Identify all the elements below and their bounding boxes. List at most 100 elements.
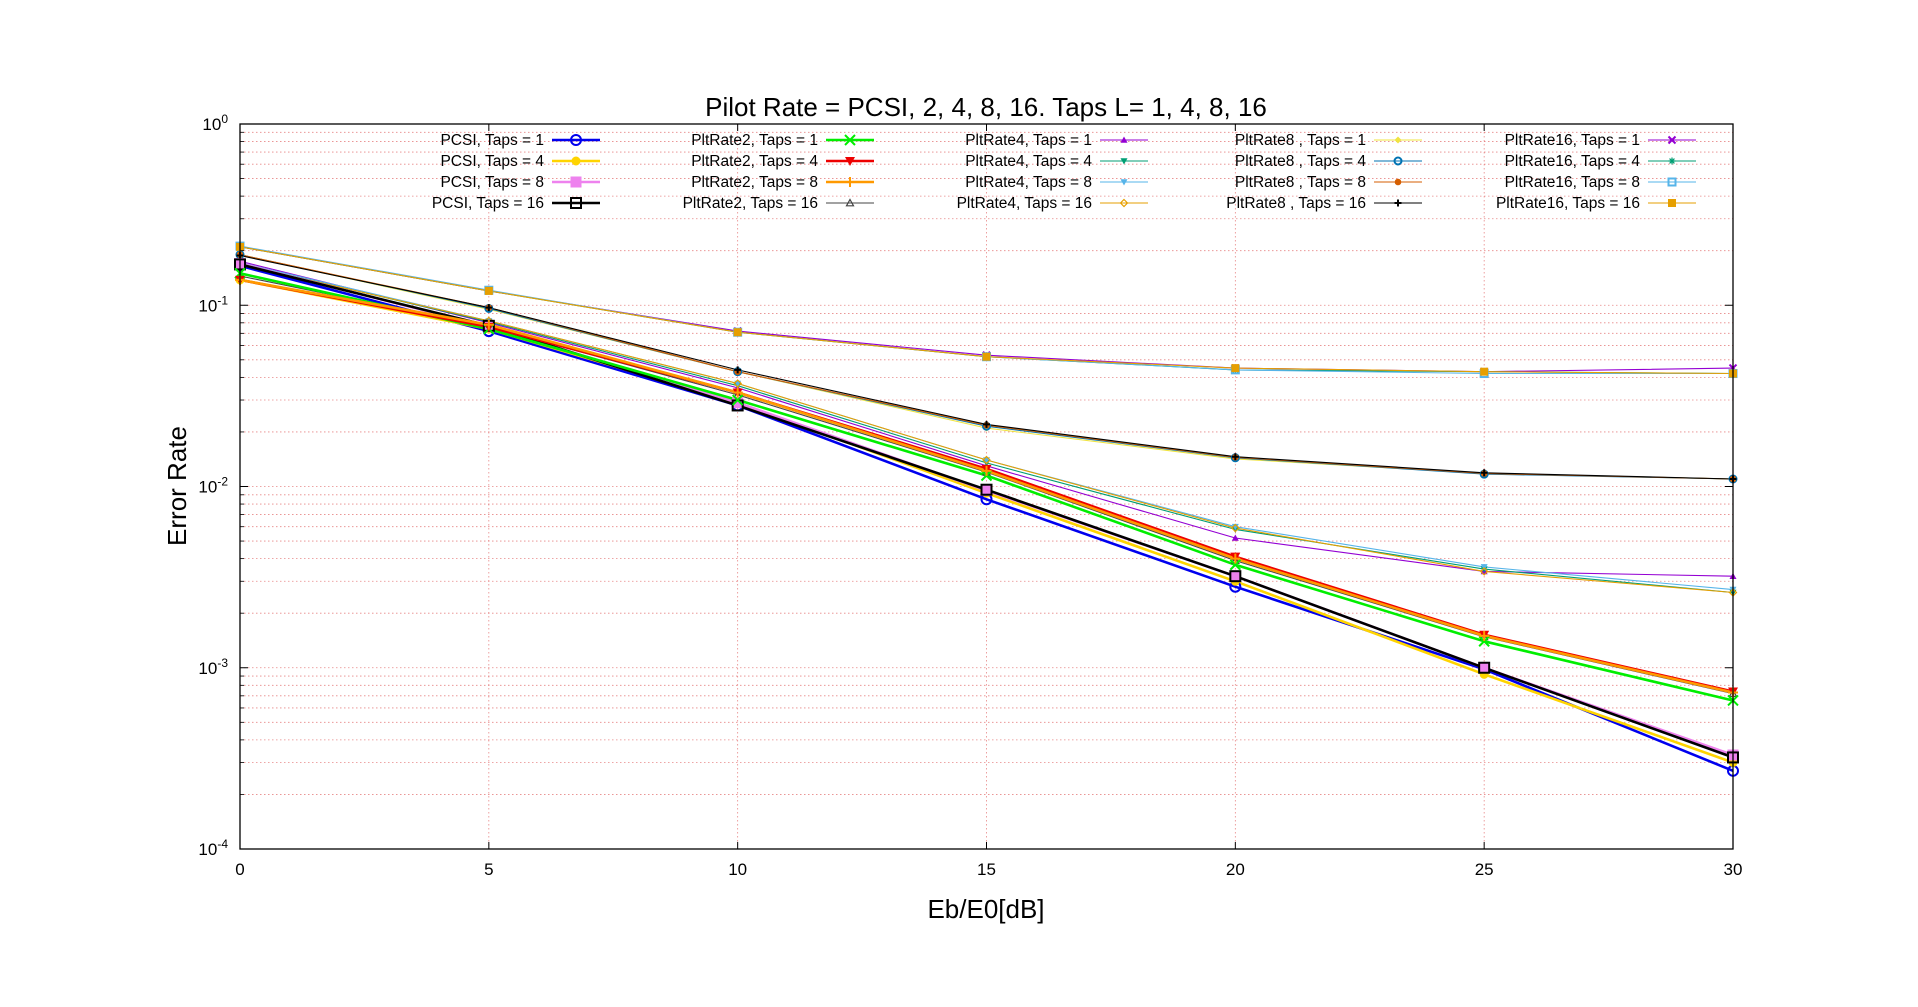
data-point [571,156,581,166]
legend-label: PltRate4, Taps = 4 [965,153,1092,170]
chart-title: Pilot Rate = PCSI, 2, 4, 8, 16. Taps L= … [705,92,1267,122]
legend-entry: PltRate4, Taps = 16 [957,195,1148,212]
legend-label: PCSI, Taps = 1 [440,132,544,149]
legend-label: PltRate4, Taps = 1 [965,132,1092,149]
data-point [1479,567,1489,576]
data-point [1668,199,1676,207]
data-point [570,197,582,209]
data-point [845,198,855,207]
data-point [980,483,993,496]
data-point [731,394,744,406]
x-tick-label: 30 [1724,860,1743,879]
data-point [1231,453,1239,461]
x-tick-label: 15 [977,860,996,879]
y-tick-label: 10-4 [198,837,228,859]
data-point [1229,570,1242,583]
x-tick-label: 0 [235,860,244,879]
legend-entry: PltRate2, Taps = 8 [691,174,874,191]
legend-entry: PltRate8 , Taps = 4 [1235,153,1422,170]
series-markers [234,241,1739,777]
legend-entry: PltRate8 , Taps = 16 [1226,195,1422,212]
data-point [1120,136,1128,143]
data-point [1229,570,1241,582]
legend-label: PltRate2, Taps = 8 [691,174,818,191]
data-point [982,352,991,361]
legend: PCSI, Taps = 1 PCSI, Taps = 4 PCSI, Taps =… [432,132,1696,212]
data-point [484,286,493,295]
legend-entry: PCSI, Taps = 16 [432,195,600,212]
legend-label: PltRate4, Taps = 16 [957,195,1092,212]
data-point [1667,177,1677,187]
legend-label: PltRate8 , Taps = 1 [1235,132,1366,149]
data-point [1231,364,1240,373]
data-point [1119,198,1129,208]
y-tick-label: 100 [202,112,228,134]
legend-label: PltRate2, Taps = 1 [691,132,818,149]
legend-label: PltRate16, Taps = 16 [1496,195,1640,212]
legend-label: PltRate2, Taps = 16 [683,195,818,212]
legend-entry: PCSI, Taps = 1 [440,132,600,149]
data-point [1478,635,1490,647]
legend-entry: PCSI, Taps = 8 [440,174,600,191]
legend-entry: PltRate4, Taps = 8 [965,174,1148,191]
data-point [570,134,582,146]
x-tick-label: 10 [728,860,747,879]
legend-label: PltRate16, Taps = 1 [1505,132,1640,149]
data-point [1120,158,1128,165]
legend-entry: PCSI, Taps = 4 [440,153,600,170]
x-tick-label: 5 [484,860,493,879]
x-axis-label: Eb/E0[dB] [927,894,1044,924]
data-point [1394,199,1402,207]
y-tick-label: 10-2 [198,475,228,497]
legend-entry: PltRate8 , Taps = 8 [1235,174,1422,191]
data-point [1478,662,1490,674]
data-point [1479,630,1490,641]
data-point [1230,553,1241,564]
data-point [732,387,743,398]
legend-label: PltRate8 , Taps = 4 [1235,153,1366,170]
data-point [844,134,856,146]
legend-entry: PltRate4, Taps = 1 [965,132,1148,149]
data-point [1231,534,1239,541]
y-axis-label: Error Rate [162,426,192,546]
data-point [1480,367,1489,376]
data-point [982,455,991,465]
data-point [1480,469,1488,477]
data-point [1229,559,1242,571]
data-point [1393,156,1403,166]
data-point [1478,661,1491,674]
data-point [734,366,742,374]
legend-label: PCSI, Taps = 8 [440,174,544,191]
data-point [845,177,855,187]
data-point [733,328,742,337]
x-tick-label: 25 [1475,860,1494,879]
legend-label: PCSI, Taps = 16 [432,195,544,212]
y-axis-ticks: 100 10-1 10-2 10-3 10-4 [198,112,1733,859]
data-point [570,176,582,188]
legend-label: PCSI, Taps = 4 [440,153,544,170]
x-tick-label: 20 [1226,860,1245,879]
data-point [845,157,855,166]
data-point [1394,136,1402,144]
data-point [983,420,990,428]
y-tick-label: 10-3 [198,656,228,678]
data-point [483,319,494,330]
data-point [1668,157,1676,165]
legend-entry: PltRate2, Taps = 4 [691,153,874,170]
legend-label: PltRate16, Taps = 4 [1505,153,1641,170]
legend-entry: PltRate16, Taps = 4 [1505,153,1696,170]
legend-entry: PltRate16, Taps = 8 [1505,174,1696,191]
data-point [1667,135,1677,145]
data-point [1394,178,1402,186]
legend-entry: PltRate4, Taps = 4 [965,153,1148,170]
data-point [1120,179,1128,186]
legend-entry: PltRate16, Taps = 1 [1505,132,1696,149]
legend-label: PltRate2, Taps = 4 [691,153,818,170]
legend-entry: PltRate2, Taps = 16 [683,195,874,212]
legend-entry: PltRate8 , Taps = 1 [1235,132,1422,149]
legend-label: PltRate8 , Taps = 16 [1226,195,1366,212]
y-tick-label: 10-1 [198,293,228,315]
data-point [733,379,743,388]
